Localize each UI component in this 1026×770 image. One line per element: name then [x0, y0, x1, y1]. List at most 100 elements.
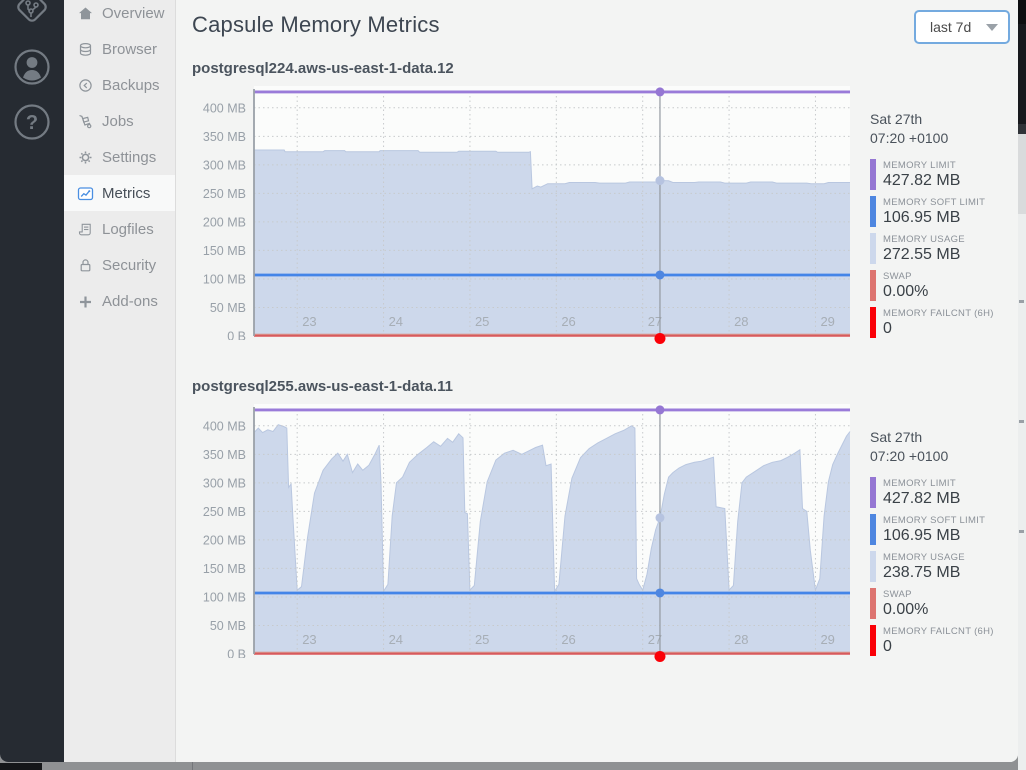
svg-text:100 MB: 100 MB	[203, 272, 246, 286]
cursor-date: Sat 27th	[870, 111, 923, 127]
legend-value: 427.82 MB	[883, 172, 961, 189]
hand-truck-icon	[77, 113, 94, 130]
legend-entry: MEMORY FAILCNT (6H) 0	[870, 305, 1014, 338]
legend-label: MEMORY FAILCNT (6H)	[883, 626, 994, 637]
legend-entry: MEMORY LIMIT 427.82 MB	[870, 157, 1014, 190]
legend-entry: SWAP 0.00%	[870, 586, 1014, 619]
background-bottom-strip	[0, 762, 1026, 770]
svg-text:27: 27	[648, 632, 662, 647]
background-bottom-divider	[192, 762, 193, 770]
legend-entry: MEMORY SOFT LIMIT 106.95 MB	[870, 512, 1014, 545]
legend-value: 106.95 MB	[883, 527, 961, 544]
legend-value: 238.75 MB	[883, 564, 961, 581]
help-icon[interactable]: ?	[13, 103, 51, 146]
sidebar-item-logfiles[interactable]: Logfiles	[64, 211, 175, 247]
icon-rail: ?	[0, 0, 64, 762]
legend-label: MEMORY LIMIT	[883, 160, 956, 171]
sidebar-item-label: Backups	[102, 76, 160, 94]
legend-label: SWAP	[883, 271, 912, 282]
svg-text:29: 29	[820, 314, 834, 329]
chart-title: postgresql255.aws-us-east-1-data.11	[192, 378, 453, 395]
sidebar-item-security[interactable]: Security	[64, 247, 175, 283]
chart-section: postgresql255.aws-us-east-1-data.11 0 B 5…	[192, 378, 1018, 666]
svg-text:300 MB: 300 MB	[203, 476, 246, 490]
svg-text:250 MB: 250 MB	[203, 187, 246, 201]
legend-entry: MEMORY USAGE 238.75 MB	[870, 549, 1014, 582]
legend-entry: SWAP 0.00%	[870, 268, 1014, 301]
svg-text:25: 25	[475, 632, 489, 647]
svg-text:100 MB: 100 MB	[203, 590, 246, 604]
sidebar-nav: Overview Browser Backups Jobs Settings Metric…	[64, 0, 176, 762]
line-chart-icon	[77, 185, 94, 202]
legend-label: MEMORY USAGE	[883, 234, 965, 245]
legend-swatch	[870, 625, 876, 656]
chevron-down-icon	[986, 23, 998, 31]
background-sliver-segment	[1018, 134, 1026, 214]
padlock-icon	[77, 257, 94, 274]
scroll-icon	[77, 221, 94, 238]
svg-text:23: 23	[302, 632, 316, 647]
account-icon[interactable]	[13, 48, 51, 91]
background-sliver-mark	[1019, 300, 1024, 303]
legend-swatch	[870, 233, 876, 264]
legend-entry: MEMORY LIMIT 427.82 MB	[870, 475, 1014, 508]
memory-usage-chart[interactable]: 0 B 50 MB 100 MB 150 MB 200 MB 250 MB 300 MB 35…	[192, 86, 858, 348]
svg-text:200 MB: 200 MB	[203, 533, 246, 547]
svg-text:0 B: 0 B	[227, 330, 246, 344]
legend-entries: MEMORY LIMIT 427.82 MB MEMORY SOFT LIMIT 10…	[870, 157, 1014, 338]
svg-text:0 B: 0 B	[227, 648, 246, 662]
svg-text:26: 26	[561, 632, 575, 647]
chart-title: postgresql224.aws-us-east-1-data.12	[192, 60, 454, 77]
legend-swatch	[870, 588, 876, 619]
sidebar-item-overview[interactable]: Overview	[64, 0, 175, 31]
sidebar-item-browser[interactable]: Browser	[64, 31, 175, 67]
sidebar-item-settings[interactable]: Settings	[64, 139, 175, 175]
sidebar-item-metrics[interactable]: Metrics	[64, 175, 175, 211]
background-sliver-segment	[1018, 124, 1026, 134]
legend-label: SWAP	[883, 589, 912, 600]
memory-usage-chart[interactable]: 0 B 50 MB 100 MB 150 MB 200 MB 250 MB 300 MB 35…	[192, 404, 858, 666]
legend-value: 427.82 MB	[883, 490, 961, 507]
time-range-value: last 7d	[930, 19, 972, 35]
svg-text:300 MB: 300 MB	[203, 158, 246, 172]
cursor-time: 07:20 +0100	[870, 448, 949, 464]
sidebar-item-backups[interactable]: Backups	[64, 67, 175, 103]
legend-value: 272.55 MB	[883, 246, 961, 263]
legend-label: MEMORY FAILCNT (6H)	[883, 308, 994, 319]
legend-entries: MEMORY LIMIT 427.82 MB MEMORY SOFT LIMIT 10…	[870, 475, 1014, 656]
restore-clock-icon	[77, 77, 94, 94]
legend-entry: MEMORY USAGE 272.55 MB	[870, 231, 1014, 264]
legend-swatch	[870, 514, 876, 545]
svg-text:400 MB: 400 MB	[203, 419, 246, 433]
svg-text:50 MB: 50 MB	[210, 619, 246, 633]
legend-swatch	[870, 270, 876, 301]
legend-label: MEMORY LIMIT	[883, 478, 956, 489]
svg-text:50 MB: 50 MB	[210, 301, 246, 315]
svg-text:200 MB: 200 MB	[203, 215, 246, 229]
chart-section: postgresql224.aws-us-east-1-data.12 0 B 5…	[192, 60, 1018, 348]
legend-label: MEMORY SOFT LIMIT	[883, 515, 986, 526]
compose-logo-icon[interactable]	[12, 0, 52, 36]
sidebar-item-label: Overview	[102, 4, 165, 22]
sidebar-item-label: Security	[102, 256, 157, 274]
background-sliver-segment	[1018, 0, 1026, 24]
plus-icon	[77, 293, 94, 310]
sidebar-item-label: Browser	[102, 40, 158, 58]
main-content: Capsule Memory Metrics last 7d postgresq…	[176, 0, 1018, 762]
svg-text:26: 26	[561, 314, 575, 329]
legend-value: 0.00%	[883, 283, 929, 300]
svg-text:28: 28	[734, 314, 748, 329]
time-range-select[interactable]: last 7d	[914, 10, 1010, 44]
legend-entry: MEMORY FAILCNT (6H) 0	[870, 623, 1014, 656]
legend-value: 0	[883, 320, 892, 337]
svg-text:27: 27	[648, 314, 662, 329]
svg-text:250 MB: 250 MB	[203, 505, 246, 519]
sidebar-item-label: Jobs	[102, 112, 134, 130]
sidebar-item-jobs[interactable]: Jobs	[64, 103, 175, 139]
legend-value: 0	[883, 638, 892, 655]
legend-label: MEMORY USAGE	[883, 552, 965, 563]
sidebar-item-add-ons[interactable]: Add-ons	[64, 283, 175, 319]
background-bottom-dark-segment	[0, 763, 42, 770]
page-title: Capsule Memory Metrics	[192, 12, 440, 37]
svg-text:350 MB: 350 MB	[203, 448, 246, 462]
